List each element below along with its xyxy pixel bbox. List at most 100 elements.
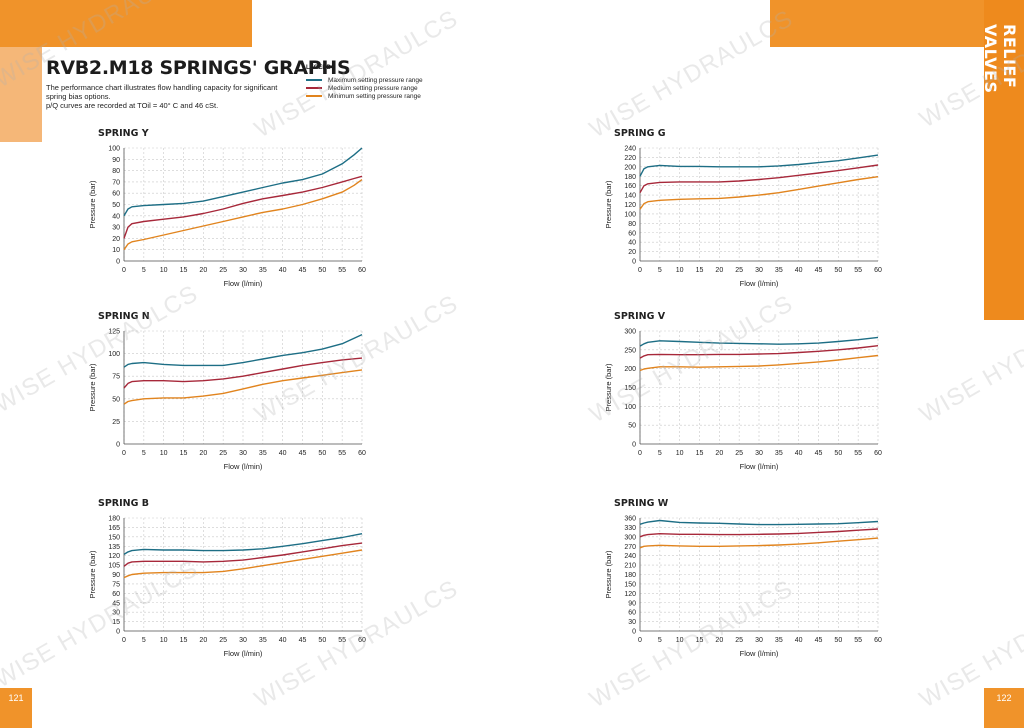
legend-label-max: Maximum setting pressure range — [328, 76, 423, 84]
y-tick-label: 100 — [624, 404, 636, 411]
section-side-label: RELIEF VALVES — [981, 24, 1019, 94]
x-tick-label: 45 — [815, 450, 823, 457]
x-tick-label: 10 — [160, 637, 168, 644]
y-tick-label: 0 — [632, 442, 636, 449]
y-tick-label: 180 — [108, 516, 120, 523]
x-tick-label: 55 — [338, 450, 346, 457]
x-tick-label: 40 — [795, 450, 803, 457]
x-tick-label: 5 — [142, 450, 146, 457]
chart-title-spring-v: SPRING V — [614, 311, 666, 322]
x-tick-label: 55 — [854, 267, 862, 274]
y-tick-label: 160 — [624, 183, 636, 190]
series-line-medium — [123, 542, 363, 567]
legend-item-max: Maximum setting pressure range — [306, 76, 423, 84]
y-tick-label: 180 — [624, 174, 636, 181]
x-tick-label: 45 — [299, 450, 307, 457]
y-axis-label: Pressure (bar) — [604, 363, 613, 411]
x-tick-label: 25 — [219, 267, 227, 274]
x-tick-label: 15 — [696, 637, 704, 644]
x-tick-label: 0 — [122, 450, 126, 457]
x-tick-label: 45 — [299, 637, 307, 644]
y-tick-label: 30 — [112, 610, 120, 617]
intro-line-1: The performance chart illustrates flow h… — [46, 83, 278, 101]
x-axis-label: Flow (l/min) — [740, 462, 779, 471]
series-line-min — [123, 549, 363, 579]
series-line-max — [123, 147, 363, 217]
chart-spring-v: 0 50 100 150 200 250 300 0 5 10 15 20 25 30 35 40 45 50 55… — [604, 329, 882, 472]
x-tick-label: 40 — [279, 450, 287, 457]
series-line-medium — [639, 164, 879, 194]
y-tick-label: 60 — [628, 610, 636, 617]
watermark-3: WISE HYDRAULCS — [585, 4, 798, 144]
header-band-right — [770, 0, 1024, 47]
page-number-left: 121 — [0, 688, 32, 728]
x-tick-label: 35 — [259, 637, 267, 644]
x-tick-label: 0 — [122, 267, 126, 274]
x-tick-label: 20 — [715, 450, 723, 457]
chart-spring-y: 0 10 20 30 40 50 60 70 80 90 100 0 5 10 15 20 25 30 35 40 45… — [88, 146, 366, 289]
y-tick-label: 150 — [624, 581, 636, 588]
x-tick-label: 10 — [160, 450, 168, 457]
x-tick-label: 50 — [834, 637, 842, 644]
x-tick-label: 40 — [795, 267, 803, 274]
y-tick-label: 120 — [624, 591, 636, 598]
header-band-left — [0, 0, 252, 47]
x-tick-label: 15 — [696, 267, 704, 274]
chart-title-spring-n: SPRING N — [98, 311, 150, 322]
x-tick-label: 30 — [239, 267, 247, 274]
y-tick-label: 240 — [624, 553, 636, 560]
x-tick-label: 15 — [180, 637, 188, 644]
x-tick-label: 40 — [279, 637, 287, 644]
x-tick-label: 45 — [815, 637, 823, 644]
chart-spring-g: 0 20 40 60 80 100 120 140 160 180 200 220 240 0 5 10 15 2… — [604, 146, 882, 289]
y-tick-label: 0 — [632, 259, 636, 266]
y-axis-label: Pressure (bar) — [88, 180, 97, 228]
side-band-left — [0, 47, 42, 142]
x-axis-label: Flow (l/min) — [224, 279, 263, 288]
x-axis-label: Flow (l/min) — [740, 279, 779, 288]
y-tick-label: 210 — [624, 563, 636, 570]
chart-spring-b: 0 15 30 45 60 75 90 105 120 135 150 165 180 0 5 10 15 20 2… — [88, 516, 366, 659]
x-tick-label: 15 — [180, 450, 188, 457]
chart-title-spring-w: SPRING W — [614, 498, 669, 509]
y-tick-label: 135 — [108, 544, 120, 551]
y-tick-label: 60 — [112, 191, 120, 198]
x-tick-label: 30 — [239, 637, 247, 644]
y-tick-label: 40 — [628, 240, 636, 247]
legend-swatch-medium — [306, 87, 322, 89]
series-line-min — [639, 537, 879, 549]
y-tick-label: 0 — [632, 629, 636, 636]
x-tick-label: 60 — [358, 450, 366, 457]
y-tick-label: 125 — [108, 329, 120, 336]
x-axis-label: Flow (l/min) — [224, 649, 263, 658]
x-tick-label: 45 — [299, 267, 307, 274]
legend: LEGEND Maximum setting pressure range Me… — [306, 65, 423, 100]
x-tick-label: 5 — [658, 450, 662, 457]
y-tick-label: 50 — [628, 423, 636, 430]
series-line-max — [639, 336, 879, 347]
page-title: RVB2.M18 SPRINGS' GRAPHS — [46, 57, 351, 79]
y-tick-label: 200 — [624, 164, 636, 171]
series-line-max — [123, 333, 363, 368]
y-axis-label: Pressure (bar) — [604, 180, 613, 228]
series-line-min — [639, 354, 879, 372]
x-tick-label: 5 — [142, 267, 146, 274]
chart-title-spring-g: SPRING G — [614, 128, 666, 139]
chart-title-spring-y: SPRING Y — [98, 128, 149, 139]
y-tick-label: 165 — [108, 525, 120, 532]
x-tick-label: 5 — [658, 267, 662, 274]
y-tick-label: 45 — [112, 600, 120, 607]
x-tick-label: 30 — [755, 637, 763, 644]
x-axis-label: Flow (l/min) — [740, 649, 779, 658]
y-tick-label: 20 — [112, 236, 120, 243]
y-tick-label: 300 — [624, 534, 636, 541]
chart-spring-n: 0 25 50 75 100 125 0 5 10 15 20 25 30 35 40 45 50 55 60 Flo… — [88, 329, 366, 472]
x-tick-label: 20 — [199, 450, 207, 457]
y-tick-label: 105 — [108, 563, 120, 570]
y-tick-label: 60 — [628, 230, 636, 237]
y-tick-label: 90 — [112, 157, 120, 164]
x-tick-label: 10 — [676, 637, 684, 644]
x-tick-label: 55 — [338, 267, 346, 274]
x-tick-label: 5 — [142, 637, 146, 644]
x-tick-label: 45 — [815, 267, 823, 274]
